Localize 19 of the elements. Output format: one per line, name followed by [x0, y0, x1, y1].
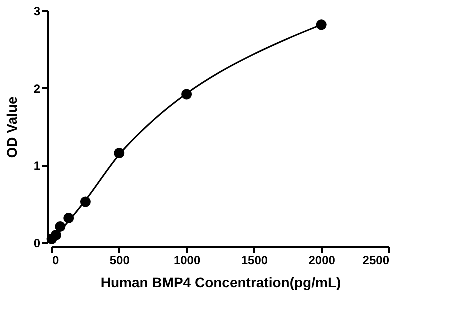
y-tick-label: 3	[34, 4, 41, 18]
point	[114, 148, 125, 159]
x-tick-label: 2500	[362, 254, 390, 268]
point	[182, 89, 192, 100]
y-tick-label: 2	[34, 82, 41, 96]
y-tick-label: 1	[34, 159, 41, 174]
point	[50, 230, 62, 240]
x-tick-label: 1500	[241, 254, 268, 268]
x-tick-label: 2000	[308, 254, 336, 268]
x-tick-label: 0	[52, 254, 60, 268]
point	[55, 222, 66, 232]
y-tick-label: 0	[34, 236, 41, 250]
point	[316, 20, 327, 30]
y-axis-title: OD Value	[4, 96, 20, 158]
point	[80, 196, 91, 208]
x-tick-label: 1000	[174, 254, 201, 268]
point	[64, 213, 74, 224]
x-axis-title: Human BMP4 Concentration(pg/mL)	[100, 274, 342, 290]
x-tick-label: 500	[110, 254, 130, 268]
